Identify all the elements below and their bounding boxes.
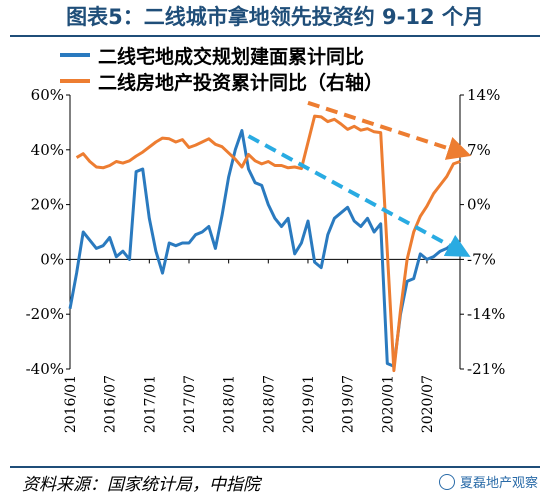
x-tick-label: 2020/07 [420,375,436,433]
title-rule [10,35,540,37]
figure-title: 图表5：二线城市拿地领先投资约 9-12 个月 [66,5,484,29]
y-left-tick-label: 60% [31,86,64,104]
watermark: 夏磊地产观察 [438,472,538,491]
x-tick-label: 2019/01 [301,375,317,433]
y-right-tick-label: 0% [467,196,491,214]
y-left-tick-label: 0% [40,250,64,268]
legend-swatch-land [60,53,90,57]
legend-label-land: 二线宅地成交规划建面累计同比 [98,45,365,68]
x-tick-label: 2018/07 [261,375,277,433]
y-left-tick-label: -20% [26,305,64,323]
x-tick-label: 2018/01 [222,375,238,433]
y-right-tick-label: -7% [467,250,496,268]
legend-swatch-investment [60,79,90,83]
y-left-tick-label: -40% [26,360,64,378]
x-tick-label: 2016/01 [63,375,79,433]
bottom-rule [10,466,540,468]
y-left-tick-label: 40% [31,141,64,159]
legend: 二线宅地成交规划建面累计同比 二线房地产投资累计同比（右轴） [60,42,383,94]
trend-arrow-investment [307,100,472,160]
series-line-investment [75,114,461,373]
y-right-tick-label: -21% [467,360,505,378]
y-left-tick-label: 20% [31,196,64,214]
source-note: 资料来源：国家统计局，中指院 [22,475,260,495]
x-tick-label: 2017/01 [142,375,158,433]
series-line-land [68,129,462,368]
legend-item-land: 二线宅地成交规划建面累计同比 [60,42,383,68]
x-tick-label: 2019/07 [341,375,357,433]
wechat-icon [438,473,455,490]
legend-item-investment: 二线房地产投资累计同比（右轴） [60,68,383,94]
y-right-tick-label: 7% [467,141,491,159]
x-tick-label: 2020/01 [380,375,396,433]
x-tick-label: 2017/07 [182,375,198,433]
y-right-tick-label: -14% [467,305,505,323]
watermark-text: 夏磊地产观察 [459,476,538,491]
y-right-tick-label: 14% [467,86,500,104]
trend-arrow-land [247,134,471,257]
x-tick-label: 2016/07 [103,375,119,433]
legend-label-investment: 二线房地产投资累计同比（右轴） [98,71,384,94]
